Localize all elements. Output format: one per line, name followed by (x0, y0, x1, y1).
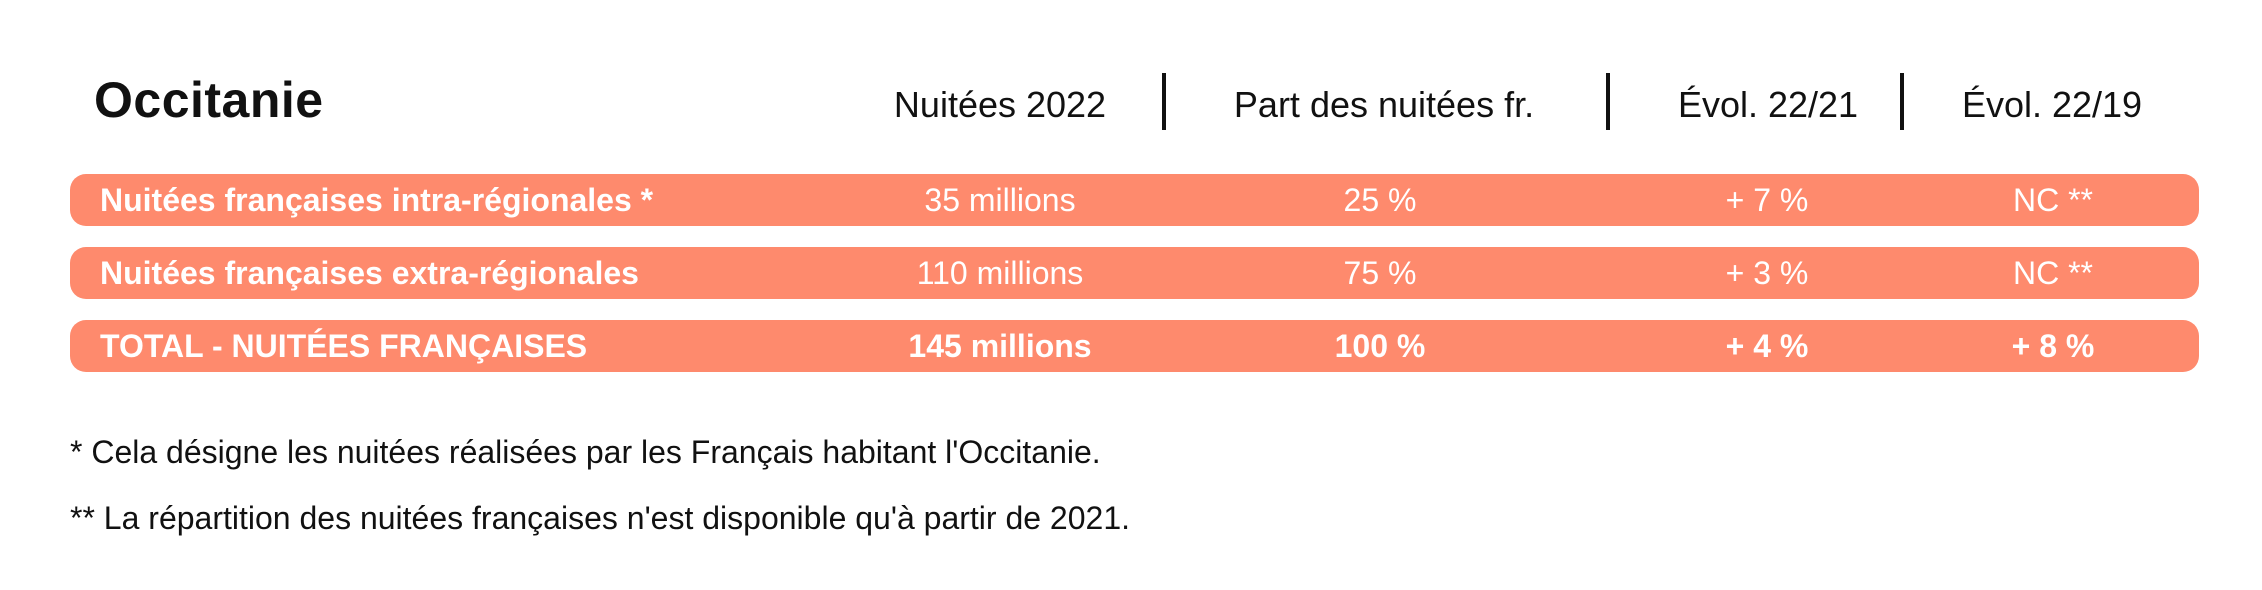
cell-nuitees-2022: 35 millions (924, 182, 1076, 218)
cell-evol-22-19: + 8 % (2011, 328, 2095, 364)
table-row: Nuitées françaises intra-régionales * 35… (70, 174, 2199, 226)
cell-part-nuitees: 25 % (1343, 182, 1417, 218)
row-label: TOTAL - NUITÉES FRANÇAISES (100, 328, 588, 364)
cell-part-nuitees: 75 % (1343, 255, 1417, 291)
cell-evol-22-21: + 4 % (1725, 328, 1809, 364)
row-label: Nuitées françaises intra-régionales * (100, 182, 654, 218)
column-separator (1606, 73, 1610, 130)
column-header-part-nuitees: Part des nuitées fr. (1233, 84, 1535, 125)
cell-evol-22-21: + 3 % (1725, 255, 1809, 291)
cell-evol-22-21: + 7 % (1725, 182, 1809, 218)
column-header-evol-22-19: Évol. 22/19 (1961, 84, 2143, 125)
row-label: Nuitées françaises extra-régionales (100, 255, 639, 291)
page-title: Occitanie (94, 72, 324, 128)
table-row: Nuitées françaises extra-régionales 110 … (70, 247, 2199, 299)
cell-nuitees-2022: 110 millions (916, 255, 1084, 291)
footnote: * Cela désigne les nuitées réalisées par… (70, 434, 1101, 470)
column-separator (1900, 73, 1904, 130)
column-header-nuitees-2022: Nuitées 2022 (893, 84, 1107, 125)
cell-evol-22-19: NC ** (2012, 255, 2094, 291)
cell-evol-22-19: NC ** (2012, 182, 2094, 218)
cell-nuitees-2022: 145 millions (908, 328, 1092, 364)
footnote: ** La répartition des nuitées françaises… (70, 500, 1130, 536)
column-separator (1162, 73, 1166, 130)
cell-part-nuitees: 100 % (1334, 328, 1426, 364)
column-header-evol-22-21: Évol. 22/21 (1677, 84, 1859, 125)
table-row-total: TOTAL - NUITÉES FRANÇAISES 145 millions … (70, 320, 2199, 372)
